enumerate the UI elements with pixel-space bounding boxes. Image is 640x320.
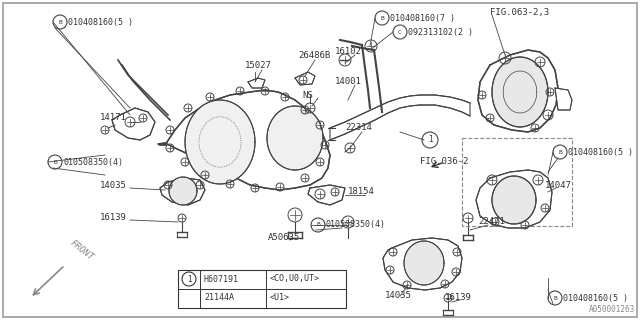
Text: A050001263: A050001263: [589, 305, 635, 314]
Polygon shape: [169, 177, 197, 205]
Polygon shape: [160, 178, 205, 205]
Polygon shape: [330, 95, 470, 140]
Text: 1: 1: [428, 135, 432, 145]
Text: C: C: [398, 29, 402, 35]
Text: B: B: [53, 159, 57, 164]
Polygon shape: [248, 78, 265, 88]
Text: 16139: 16139: [445, 293, 472, 302]
Text: 14001: 14001: [335, 77, 362, 86]
Text: 092313102(2 ): 092313102(2 ): [408, 28, 473, 36]
Text: FRONT: FRONT: [68, 238, 95, 262]
Text: 15027: 15027: [245, 60, 272, 69]
Text: B: B: [380, 15, 384, 20]
Text: 14035: 14035: [385, 291, 412, 300]
Text: 16102: 16102: [335, 47, 362, 57]
Text: 26486B: 26486B: [298, 51, 330, 60]
Text: 14035: 14035: [100, 180, 127, 189]
Text: 22314: 22314: [345, 124, 372, 132]
Text: NS: NS: [302, 91, 313, 100]
Polygon shape: [112, 108, 155, 140]
Text: B: B: [316, 222, 320, 228]
Polygon shape: [492, 176, 536, 224]
Text: <U1>: <U1>: [270, 293, 290, 302]
Text: FIG.036-2: FIG.036-2: [420, 157, 468, 166]
Text: 010508350(4): 010508350(4): [63, 157, 123, 166]
Polygon shape: [478, 50, 558, 132]
Text: 010408160(7 ): 010408160(7 ): [390, 13, 455, 22]
Polygon shape: [267, 106, 323, 170]
Text: 010408160(5 ): 010408160(5 ): [563, 293, 628, 302]
Text: FIG.063-2,3: FIG.063-2,3: [490, 7, 549, 17]
Polygon shape: [185, 100, 255, 184]
Text: B: B: [58, 20, 62, 25]
Polygon shape: [383, 238, 462, 290]
Polygon shape: [295, 72, 315, 85]
Polygon shape: [308, 185, 345, 205]
Text: H607191: H607191: [204, 275, 239, 284]
Text: 010408160(5 ): 010408160(5 ): [568, 148, 633, 156]
Text: 010408160(5 ): 010408160(5 ): [68, 18, 133, 27]
Polygon shape: [158, 90, 330, 190]
Text: A50635: A50635: [268, 234, 300, 243]
Text: B: B: [553, 295, 557, 300]
Text: 16139: 16139: [100, 213, 127, 222]
Polygon shape: [492, 57, 548, 127]
Text: 18154: 18154: [348, 188, 375, 196]
Text: B: B: [558, 149, 562, 155]
Polygon shape: [404, 241, 444, 285]
Polygon shape: [555, 88, 572, 110]
Polygon shape: [476, 170, 552, 228]
Text: 22471: 22471: [478, 218, 505, 227]
Text: 14047: 14047: [545, 180, 572, 189]
Text: 010508350(4): 010508350(4): [326, 220, 386, 229]
Bar: [462, 138, 572, 226]
Text: 21144A: 21144A: [204, 293, 234, 302]
Text: 1: 1: [187, 275, 191, 284]
Bar: [178, 270, 346, 308]
Text: 14171: 14171: [100, 114, 127, 123]
Text: <CO,U0,UT>: <CO,U0,UT>: [270, 275, 320, 284]
